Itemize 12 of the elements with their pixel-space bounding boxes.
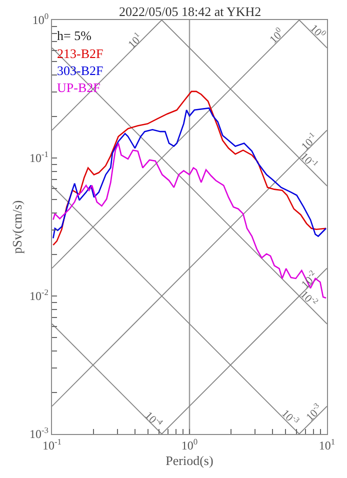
y-axis-title: pSv(cm/s) xyxy=(9,200,24,254)
y-tick-label: 10$^{0}$ xyxy=(32,12,48,28)
text: 303-B2F xyxy=(57,63,104,78)
x-axis-title: Period(s) xyxy=(166,453,214,468)
chart-title: 2022/05/05 18:42 at YKH2 xyxy=(119,4,262,19)
y-tick-label: 10$^{-1}$ xyxy=(30,150,48,166)
x-tick-label: 10$^{0}$ xyxy=(181,437,198,452)
annotation: h= 5% xyxy=(57,28,92,43)
text: 213-B2F xyxy=(57,46,104,61)
x-tick-label: 10$^{1}$ xyxy=(318,437,336,452)
y-tick-label: 10$^{-2}$ xyxy=(30,288,48,304)
text: UP-B2F xyxy=(57,80,100,95)
